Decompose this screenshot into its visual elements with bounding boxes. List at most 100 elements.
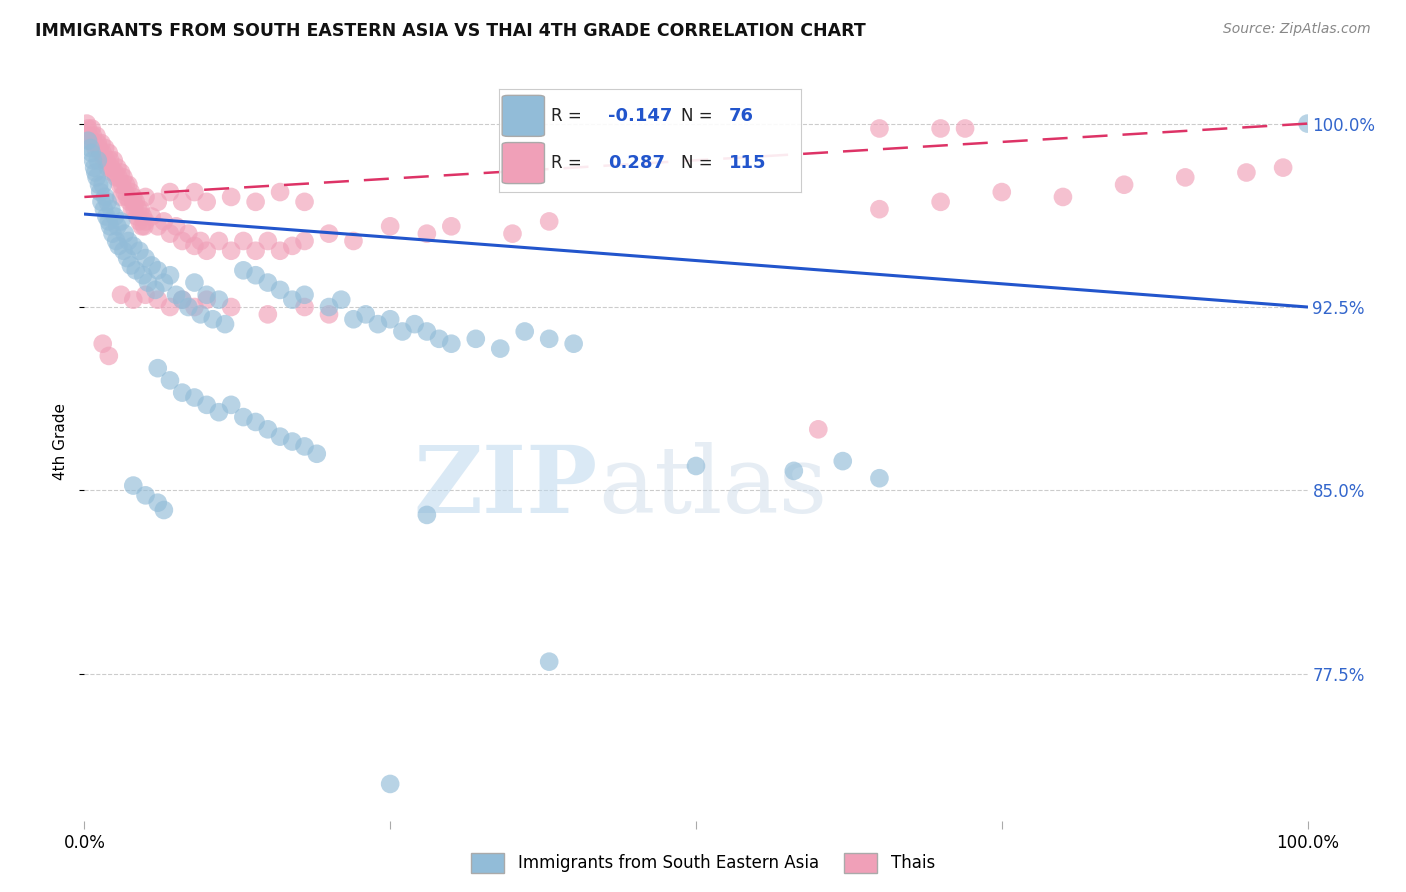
- Point: [219, 398, 242, 412]
- Point: [269, 430, 291, 444]
- Text: IMMIGRANTS FROM SOUTH EASTERN ASIA VS THAI 4TH GRADE CORRELATION CHART: IMMIGRANTS FROM SOUTH EASTERN ASIA VS TH…: [35, 22, 866, 40]
- Point: [128, 244, 150, 258]
- Point: [110, 287, 132, 301]
- Point: [427, 332, 450, 346]
- Point: [115, 178, 138, 192]
- Point: [159, 300, 181, 314]
- Point: [122, 239, 145, 253]
- Point: [80, 121, 103, 136]
- Text: N =: N =: [681, 154, 711, 172]
- Point: [101, 165, 124, 179]
- Point: [269, 185, 291, 199]
- Point: [281, 293, 304, 307]
- Point: [783, 464, 806, 478]
- Point: [101, 227, 124, 241]
- Point: [121, 202, 143, 217]
- Point: [122, 478, 145, 492]
- Point: [135, 214, 157, 228]
- Point: [97, 214, 120, 228]
- Point: [97, 161, 120, 175]
- Point: [183, 185, 205, 199]
- Point: [391, 325, 413, 339]
- Text: Source: ZipAtlas.com: Source: ZipAtlas.com: [1223, 22, 1371, 37]
- Point: [183, 391, 205, 405]
- Point: [354, 307, 377, 321]
- Point: [380, 219, 402, 234]
- Point: [115, 190, 138, 204]
- Point: [159, 268, 181, 283]
- Point: [183, 276, 205, 290]
- Point: [110, 165, 132, 179]
- Point: [131, 219, 153, 234]
- Point: [83, 161, 105, 175]
- Point: [177, 227, 200, 241]
- Point: [111, 178, 134, 192]
- Point: [869, 202, 891, 217]
- Point: [114, 227, 136, 241]
- Point: [159, 373, 181, 387]
- Point: [127, 202, 149, 217]
- Point: [318, 227, 340, 241]
- Point: [122, 293, 145, 307]
- Point: [190, 234, 212, 248]
- Point: [208, 405, 231, 419]
- Point: [135, 287, 157, 301]
- Point: [232, 263, 254, 277]
- Point: [1052, 190, 1074, 204]
- Point: [91, 336, 114, 351]
- Point: [87, 141, 110, 155]
- Point: [100, 202, 122, 217]
- Point: [1272, 161, 1295, 175]
- Point: [404, 317, 426, 331]
- Point: [86, 170, 108, 185]
- Point: [129, 202, 152, 217]
- Point: [685, 458, 707, 473]
- Point: [195, 293, 218, 307]
- Point: [125, 210, 148, 224]
- Point: [1236, 165, 1258, 179]
- Point: [136, 276, 159, 290]
- Point: [134, 219, 156, 234]
- Point: [107, 239, 129, 253]
- Point: [831, 454, 853, 468]
- Point: [87, 178, 110, 192]
- Point: [929, 121, 952, 136]
- Point: [195, 194, 218, 209]
- Point: [146, 263, 169, 277]
- Point: [172, 293, 194, 307]
- Point: [807, 422, 830, 436]
- Point: [146, 219, 169, 234]
- Point: [153, 214, 176, 228]
- Point: [538, 655, 561, 669]
- Point: [114, 185, 136, 199]
- Point: [107, 170, 129, 185]
- Point: [124, 202, 146, 217]
- Point: [342, 312, 364, 326]
- Point: [245, 244, 267, 258]
- Text: -0.147: -0.147: [607, 107, 672, 125]
- Point: [122, 194, 145, 209]
- Point: [84, 141, 107, 155]
- Point: [464, 332, 486, 346]
- Text: 76: 76: [728, 107, 754, 125]
- Point: [183, 239, 205, 253]
- Point: [294, 194, 316, 209]
- Point: [83, 136, 105, 150]
- Point: [294, 439, 316, 453]
- Point: [84, 165, 107, 179]
- Point: [86, 128, 108, 143]
- Point: [146, 194, 169, 209]
- Point: [77, 134, 100, 148]
- Point: [201, 312, 224, 326]
- Point: [93, 153, 115, 168]
- Point: [112, 170, 135, 185]
- Point: [110, 214, 132, 228]
- Point: [82, 153, 104, 168]
- Point: [89, 185, 111, 199]
- Point: [90, 136, 112, 150]
- Point: [97, 145, 120, 160]
- Point: [294, 234, 316, 248]
- Point: [305, 447, 328, 461]
- Point: [117, 178, 139, 192]
- Point: [257, 234, 280, 248]
